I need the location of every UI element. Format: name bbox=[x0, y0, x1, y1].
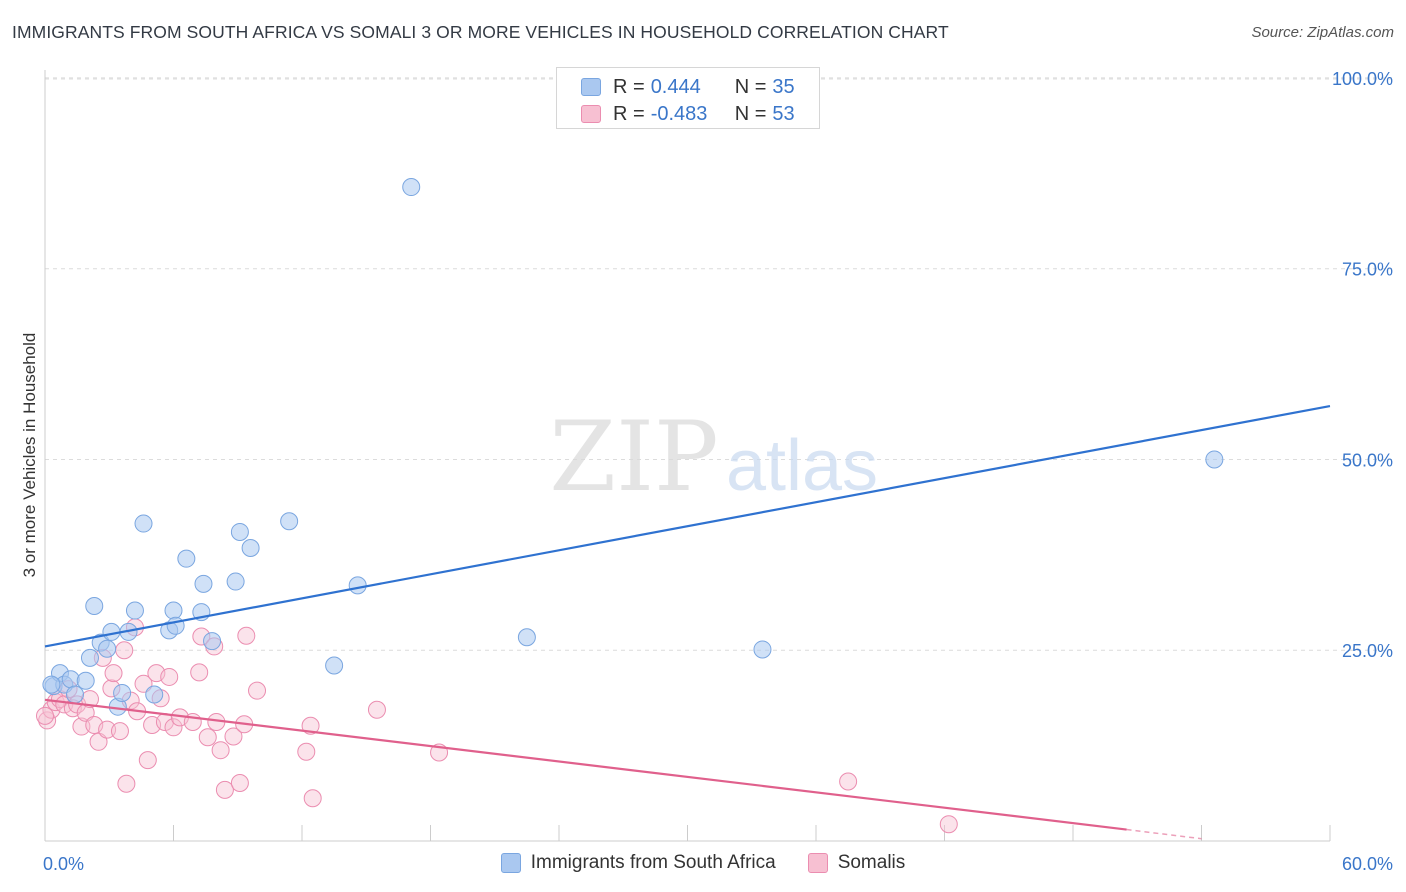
source-label: Source: ZipAtlas.com bbox=[1251, 24, 1394, 41]
somalis-point bbox=[190, 663, 209, 682]
n-label: N = bbox=[734, 102, 767, 125]
south-africa-point bbox=[348, 576, 367, 595]
somalis-point bbox=[164, 718, 183, 737]
south-africa-point bbox=[164, 601, 183, 620]
somalis-point bbox=[38, 711, 57, 730]
south-africa-point bbox=[42, 675, 61, 694]
chart-title: IMMIGRANTS FROM SOUTH AFRICA VS SOMALI 3… bbox=[12, 22, 949, 42]
south-africa-point bbox=[402, 178, 421, 197]
stats-legend-row-somalis: R = -0.483 N = 53 bbox=[581, 101, 795, 127]
watermark-zip: ZIP bbox=[549, 401, 718, 513]
somalis-point bbox=[138, 751, 157, 770]
r-value: 0.444 bbox=[650, 75, 701, 98]
r-label: R = bbox=[613, 75, 645, 98]
somalis-point bbox=[839, 772, 858, 791]
somalis-points bbox=[36, 618, 958, 834]
y-tick-label: 100.0% bbox=[1332, 69, 1393, 89]
somalis-point bbox=[104, 664, 123, 683]
x-tick-label: 0.0% bbox=[43, 854, 84, 874]
somalis-swatch bbox=[807, 853, 828, 873]
south-africa-point bbox=[194, 574, 213, 593]
n-value: 53 bbox=[772, 102, 795, 125]
south-africa-point bbox=[1205, 450, 1224, 469]
somalis-point bbox=[237, 626, 256, 645]
somalis-point bbox=[230, 774, 249, 793]
somalis-point bbox=[89, 732, 108, 751]
somalis-point bbox=[160, 667, 179, 686]
south-africa-point bbox=[241, 538, 260, 557]
south-africa-point bbox=[203, 632, 222, 651]
south-africa-point bbox=[113, 683, 132, 702]
somalis-point bbox=[72, 717, 91, 736]
y-tick-label: 75.0% bbox=[1342, 260, 1393, 280]
y-tick-label: 25.0% bbox=[1342, 641, 1393, 661]
somalis-point bbox=[110, 722, 129, 741]
legend-item-somalis[interactable]: Somalis bbox=[807, 852, 906, 874]
somalis-trend-extension bbox=[1126, 828, 1202, 840]
somalis-point bbox=[134, 674, 153, 693]
south-africa-point bbox=[98, 639, 117, 658]
south-africa-point bbox=[61, 670, 80, 689]
south-africa-point bbox=[134, 514, 153, 533]
south-africa-point bbox=[76, 671, 95, 690]
south-africa-point bbox=[280, 512, 299, 531]
somalis-point bbox=[224, 727, 243, 746]
somalis-point bbox=[367, 700, 386, 719]
south-africa-point bbox=[230, 522, 249, 541]
somalis-point bbox=[303, 789, 322, 808]
south-africa-point bbox=[80, 648, 99, 667]
somalis-point bbox=[115, 641, 134, 660]
n-label: N = bbox=[734, 75, 767, 98]
series-legend: Immigrants from South Africa Somalis bbox=[0, 852, 1406, 874]
south-africa-point bbox=[226, 572, 245, 591]
y-tick-label: 50.0% bbox=[1342, 450, 1393, 470]
somalis-point bbox=[36, 706, 54, 725]
legend-label: Immigrants from South Africa bbox=[530, 852, 776, 873]
somalis-point bbox=[297, 742, 316, 761]
somalis-point bbox=[98, 720, 117, 739]
somalis-swatch bbox=[581, 105, 601, 123]
south-africa-point bbox=[325, 656, 344, 675]
r-label: R = bbox=[613, 102, 645, 125]
south-africa-swatch bbox=[581, 78, 601, 96]
tick-labels: 25.0% 50.0% 75.0% 100.0% 0.0% 60.0% bbox=[43, 69, 1393, 874]
somalis-point bbox=[215, 780, 234, 799]
south-africa-trend-line bbox=[44, 404, 1331, 648]
somalis-trend-line bbox=[44, 698, 1127, 831]
x-tick-label: 60.0% bbox=[1342, 854, 1393, 874]
somalis-point bbox=[117, 774, 136, 793]
trend-lines bbox=[44, 404, 1331, 840]
south-africa-point bbox=[65, 685, 84, 704]
r-value: -0.483 bbox=[650, 102, 708, 125]
somalis-point bbox=[301, 716, 320, 735]
y-axis-label: 3 or more Vehicles in Household bbox=[20, 333, 39, 578]
south-africa-point bbox=[517, 628, 536, 647]
n-value: 35 bbox=[772, 75, 795, 98]
legend-item-south-africa[interactable]: Immigrants from South Africa bbox=[500, 852, 776, 874]
south-africa-point bbox=[125, 601, 144, 620]
somalis-point bbox=[198, 728, 217, 747]
somalis-point bbox=[211, 741, 230, 760]
south-africa-swatch bbox=[500, 853, 521, 873]
grid-lines bbox=[45, 77, 1392, 651]
somalis-point bbox=[939, 815, 958, 834]
south-africa-point bbox=[177, 549, 196, 568]
watermark: ZIP atlas bbox=[549, 401, 878, 513]
stats-legend-row-south-africa: R = 0.444 N = 35 bbox=[581, 74, 795, 100]
stats-legend: R = 0.444 N = 35 R = -0.483 N = 53 bbox=[556, 67, 820, 129]
south-africa-point bbox=[753, 640, 772, 659]
south-africa-point bbox=[85, 596, 104, 615]
legend-label: Somalis bbox=[837, 852, 906, 873]
watermark-atlas: atlas bbox=[726, 426, 878, 506]
south-africa-point bbox=[145, 685, 164, 704]
somalis-point bbox=[248, 681, 267, 700]
